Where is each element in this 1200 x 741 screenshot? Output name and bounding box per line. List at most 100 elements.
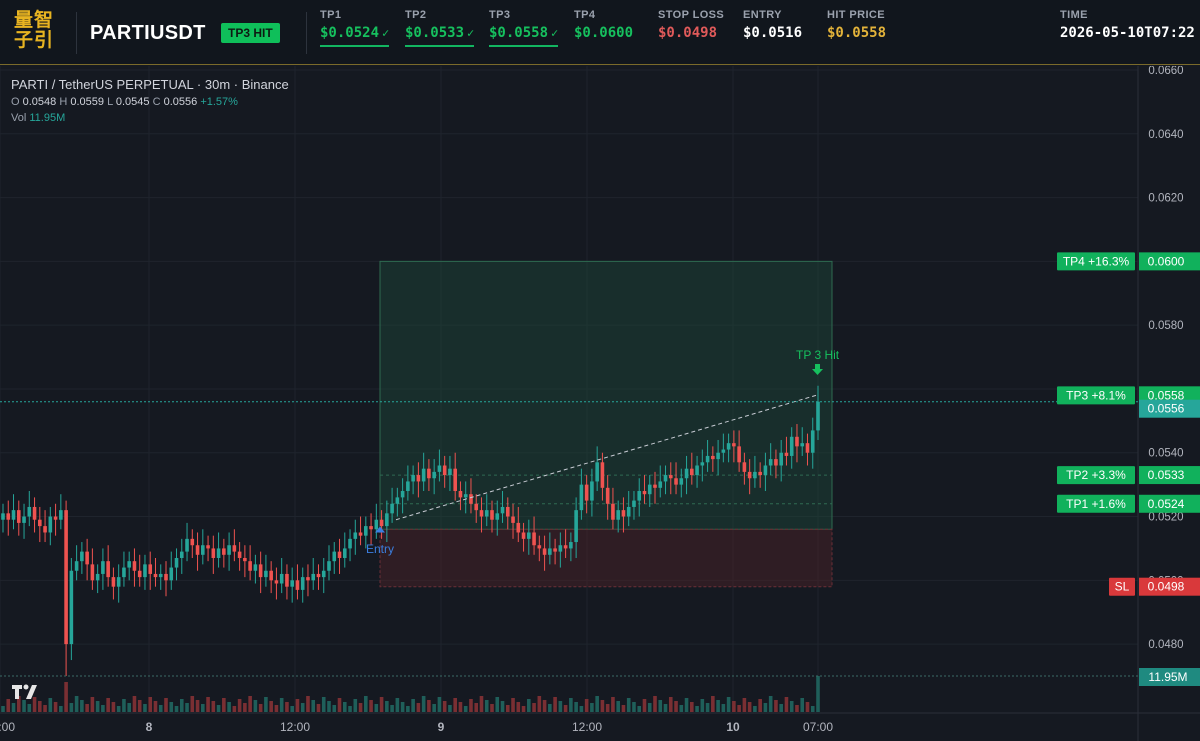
candle-body [742, 462, 747, 472]
candle-body [6, 513, 11, 520]
candle-body [406, 481, 410, 492]
stat-label: HIT PRICE [827, 9, 885, 21]
candle-body [358, 532, 363, 536]
tradingview-logo-icon[interactable] [12, 684, 40, 705]
volume-bar [59, 706, 63, 712]
price-tick-label: 0.0480 [1148, 639, 1183, 651]
volume-bar [237, 699, 242, 712]
candle-body [532, 532, 536, 546]
volume-bar [43, 705, 47, 712]
candle-body [632, 500, 636, 507]
volume-bar [711, 696, 715, 712]
candle-body [474, 503, 479, 511]
volume-bar [553, 697, 557, 712]
volume-bar [511, 698, 515, 712]
volume-bar [137, 700, 142, 712]
candle-body [290, 580, 294, 587]
price-tick-label: 0.0520 [1148, 512, 1183, 524]
candle-body [458, 491, 463, 498]
candle-body [816, 401, 820, 431]
candle-body [732, 443, 736, 447]
volume-bar [437, 697, 442, 712]
candle-body [59, 510, 63, 520]
ohlc-close: 0.0556 [163, 96, 198, 108]
candle-body [179, 551, 184, 558]
volume-bar [274, 705, 279, 712]
candle-body [390, 503, 394, 514]
candle-body [400, 491, 405, 498]
volume-bar [248, 696, 252, 712]
candle-body [116, 577, 121, 587]
volume-bar [548, 704, 552, 712]
candle-body [516, 522, 521, 533]
volume-bar [442, 701, 447, 712]
volume-bar [264, 697, 268, 712]
current-price-label: 0.0556 [1148, 402, 1185, 416]
candle-body [22, 516, 26, 523]
candle-body [90, 564, 95, 581]
ohlc-change: +1.57% [200, 96, 238, 108]
volume-bar [269, 701, 273, 712]
level-price-label: 0.0533 [1148, 468, 1185, 482]
chart-canvas[interactable]: Entry TP 3 Hit 0.0660 0.0640 0.0620 0.0580 0.0… [0, 66, 1200, 741]
volume-bar [421, 696, 426, 712]
volume-bar [195, 700, 200, 712]
candle-body [211, 548, 216, 558]
volume-bar [80, 700, 84, 712]
ohlc-readout: O 0.0548 H 0.0559 L 0.0545 C 0.0556 +1.5… [11, 96, 289, 108]
candle-body [521, 532, 526, 539]
level-price-label: 0.0524 [1148, 497, 1185, 511]
stat-tp3: TP3 $0.0558 ✓ [489, 9, 559, 47]
candle-body [500, 506, 505, 514]
candle-body [174, 557, 179, 568]
candle-body [306, 577, 310, 581]
candle-body [185, 538, 189, 552]
volume-bar [690, 702, 694, 712]
volume-bar [22, 700, 26, 712]
volume-bar [211, 701, 216, 712]
candle-body [600, 462, 605, 488]
candle-body [222, 548, 226, 555]
candle-body [716, 452, 720, 460]
loss-zone [379, 528, 833, 588]
entry-arrow-icon [375, 526, 385, 533]
candle-body [558, 545, 563, 552]
check-icon: ✓ [467, 26, 475, 40]
price-chart[interactable]: PARTI / TetherUS PERPETUAL · 30m · Binan… [0, 66, 1200, 741]
candle-body [227, 545, 231, 555]
volume-bar [358, 703, 363, 712]
volume-bar [153, 701, 158, 712]
logo-text: 量智 子引 [14, 9, 55, 51]
price-tick-label: 0.0540 [1148, 448, 1183, 460]
candle-body [48, 516, 53, 533]
time-tick-label: 07:00 [803, 720, 833, 734]
stat-tp1: TP1 $0.0524 ✓ [320, 9, 390, 47]
volume-bar [605, 704, 610, 712]
volume-bar [311, 700, 316, 712]
stat-value: $0.0533 ✓ [405, 25, 475, 47]
volume-bar [490, 704, 494, 712]
volume-bar [537, 696, 542, 712]
volume-bar [206, 697, 210, 712]
candle-body [32, 506, 37, 520]
symbol-title: PARTIUSDT [90, 22, 206, 44]
volume-bar [679, 705, 684, 712]
stat-hit-price: HIT PRICE $0.0558 [827, 9, 886, 45]
volume-bar [416, 703, 421, 712]
candle-body [479, 510, 484, 517]
stat-value: $0.0516 [743, 25, 803, 41]
volume-tag [1139, 668, 1200, 686]
candle-body [784, 452, 789, 456]
candle-body [43, 526, 47, 533]
volume-bar [721, 704, 726, 712]
volume-bar [647, 703, 652, 712]
level-price-tag [1139, 494, 1200, 513]
candle-body [311, 573, 316, 581]
volume-bar [11, 703, 16, 712]
candle-body [38, 519, 42, 527]
candle-body [421, 468, 426, 482]
candle-body [463, 494, 468, 498]
volume-bar [185, 703, 189, 712]
candle-body [690, 468, 694, 476]
candle-body [753, 471, 757, 479]
